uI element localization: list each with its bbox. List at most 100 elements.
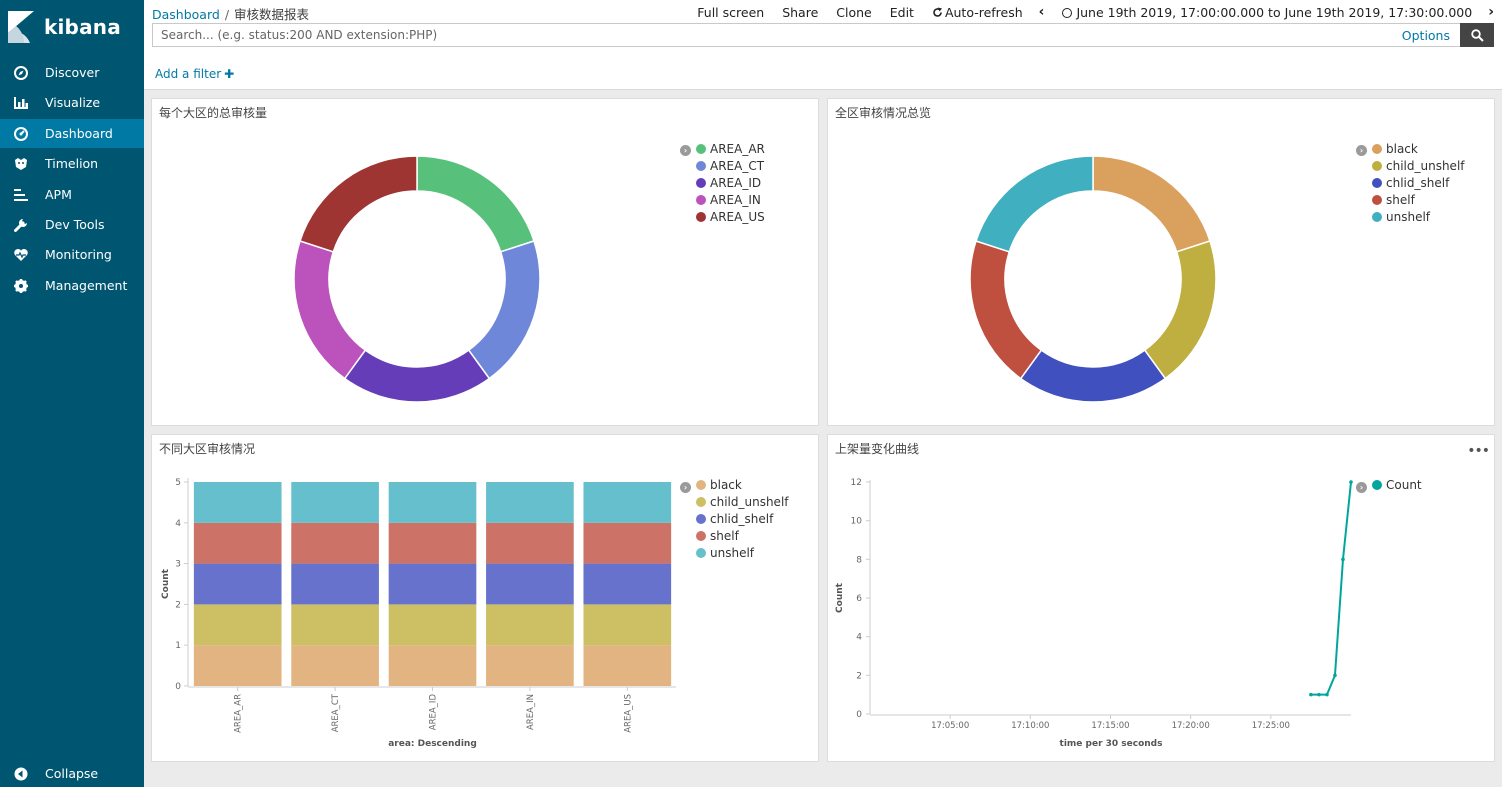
bar-segment-shelf[interactable] xyxy=(193,522,282,564)
legend-item[interactable]: child_unshelf xyxy=(1372,158,1465,175)
donut-slice-shelf[interactable] xyxy=(969,240,1043,380)
bar-segment-unshelf[interactable] xyxy=(583,482,672,523)
clone-button[interactable]: Clone xyxy=(836,4,872,20)
sidebar-item-timelion[interactable]: Timelion xyxy=(0,149,144,178)
bar-segment-child-unshelf[interactable] xyxy=(583,604,672,646)
donut-slice-child-unshelf[interactable] xyxy=(1143,240,1217,380)
legend-item[interactable]: unshelf xyxy=(696,544,789,561)
donut-slice-chlid-shelf[interactable] xyxy=(1019,349,1167,403)
bar-segment-child-unshelf[interactable] xyxy=(388,604,477,646)
donut-slice-area-id[interactable] xyxy=(343,349,491,403)
legend-item[interactable]: AREA_US xyxy=(696,208,765,225)
legend-item[interactable]: AREA_AR xyxy=(696,141,765,158)
legend-item[interactable]: black xyxy=(1372,141,1465,158)
data-point[interactable] xyxy=(1309,692,1313,697)
sidebar-item-visualize[interactable]: Visualize xyxy=(0,88,144,117)
legend-dot-icon xyxy=(696,530,706,541)
legend-item[interactable]: AREA_IN xyxy=(696,191,765,208)
donut-slice-area-us[interactable] xyxy=(299,155,418,253)
legend-dot-icon xyxy=(696,177,706,188)
search-button[interactable] xyxy=(1460,23,1494,47)
sidebar-item-dashboard[interactable]: Dashboard xyxy=(0,119,144,148)
full-screen-button[interactable]: Full screen xyxy=(697,4,765,20)
legend-item[interactable]: shelf xyxy=(696,527,789,544)
bar-segment-chlid-shelf[interactable] xyxy=(193,563,282,605)
data-point[interactable] xyxy=(1349,480,1353,484)
bar-segment-black[interactable] xyxy=(193,645,282,686)
bar-segment-unshelf[interactable] xyxy=(291,482,379,523)
bar-segment-chlid-shelf[interactable] xyxy=(291,563,379,605)
legend-item[interactable]: child_unshelf xyxy=(696,494,789,511)
bar-segment-shelf[interactable] xyxy=(291,522,379,564)
legend-toggle-icon[interactable]: › xyxy=(680,482,691,493)
legend-dot-icon xyxy=(696,480,706,491)
data-point[interactable] xyxy=(1317,692,1321,697)
panel-title: 上架量变化曲线 xyxy=(835,442,920,456)
sidebar-item-monitoring[interactable]: Monitoring xyxy=(0,240,144,269)
sidebar-item-management[interactable]: Management xyxy=(0,271,144,300)
auto-refresh-button[interactable]: Auto-refresh xyxy=(932,5,1023,20)
time-picker-button[interactable]: June 19th 2019, 17:00:00.000 to June 19t… xyxy=(1062,5,1472,20)
data-point[interactable] xyxy=(1325,692,1329,697)
sidebar-item-discover[interactable]: Discover xyxy=(0,58,144,87)
sidebar-item-dev-tools[interactable]: Dev Tools xyxy=(0,210,144,239)
kibana-logo[interactable]: kibana xyxy=(8,10,121,44)
legend-item[interactable]: black xyxy=(696,477,789,494)
legend-label: Count xyxy=(1386,478,1422,493)
donut-slice-black[interactable] xyxy=(1092,155,1211,253)
y-tick-label: 10 xyxy=(851,517,863,527)
bar-segment-shelf[interactable] xyxy=(583,522,672,564)
donut-slice-unshelf[interactable] xyxy=(975,155,1094,253)
legend-toggle-icon[interactable]: › xyxy=(1356,482,1367,493)
legend-toggle-icon[interactable]: › xyxy=(1356,145,1367,156)
edit-button[interactable]: Edit xyxy=(889,4,914,20)
legend-item[interactable]: chlid_shelf xyxy=(696,511,789,528)
legend-toggle-icon[interactable]: › xyxy=(680,145,691,156)
legend-dot-icon xyxy=(1372,161,1382,172)
x-tick-label: 17:15:00 xyxy=(1091,721,1129,731)
sidebar-item-label: Discover xyxy=(45,65,100,80)
panel-menu-icon[interactable]: ••• xyxy=(1467,443,1490,459)
search-input[interactable] xyxy=(152,23,1460,47)
bar-segment-shelf[interactable] xyxy=(388,522,477,564)
legend-item[interactable]: Count xyxy=(1372,477,1422,494)
bar-segment-black[interactable] xyxy=(486,645,574,686)
time-back-chevron-icon[interactable]: ‹ xyxy=(1038,4,1045,20)
legend-item[interactable]: AREA_CT xyxy=(696,158,765,175)
collapse-button[interactable]: Collapse xyxy=(0,759,144,787)
legend-item[interactable]: AREA_ID xyxy=(696,175,765,192)
bar-segment-chlid-shelf[interactable] xyxy=(388,563,477,605)
y-tick-label: 5 xyxy=(175,478,181,488)
bar-segment-child-unshelf[interactable] xyxy=(291,604,379,646)
bar-segment-unshelf[interactable] xyxy=(486,482,574,523)
bar-segment-shelf[interactable] xyxy=(486,522,574,564)
sidebar-item-label: Management xyxy=(45,278,128,293)
data-point[interactable] xyxy=(1341,557,1345,562)
legend: black child_unshelf chlid_shelf shelf unshel… xyxy=(1372,141,1465,225)
share-button[interactable]: Share xyxy=(782,4,819,20)
add-filter-button[interactable]: Add a filter ✚ xyxy=(155,67,234,81)
bar-segment-child-unshelf[interactable] xyxy=(486,604,574,646)
bar-segment-child-unshelf[interactable] xyxy=(193,604,282,646)
options-link[interactable]: Options xyxy=(1401,28,1450,43)
donut-slice-area-in[interactable] xyxy=(293,240,367,380)
sidebar-item-apm[interactable]: APM xyxy=(0,180,144,209)
donut-slice-area-ct[interactable] xyxy=(467,240,541,380)
sidebar-item-label: Dev Tools xyxy=(45,217,105,232)
data-point[interactable] xyxy=(1333,673,1337,678)
x-tick-label: 17:25:00 xyxy=(1252,721,1290,731)
donut-slice-area-ar[interactable] xyxy=(416,155,535,253)
bar-segment-chlid-shelf[interactable] xyxy=(486,563,574,605)
bar-segment-unshelf[interactable] xyxy=(193,482,282,523)
bar-segment-chlid-shelf[interactable] xyxy=(583,563,672,605)
bar-segment-black[interactable] xyxy=(583,645,672,686)
bar-segment-black[interactable] xyxy=(388,645,477,686)
legend-item[interactable]: unshelf xyxy=(1372,208,1465,225)
time-forward-chevron-icon[interactable]: › xyxy=(1488,4,1494,20)
legend-item[interactable]: shelf xyxy=(1372,191,1465,208)
panel-title: 全区审核情况总览 xyxy=(835,106,932,120)
bar-segment-black[interactable] xyxy=(291,645,379,686)
legend-item[interactable]: chlid_shelf xyxy=(1372,175,1465,192)
breadcrumb-dashboard-link[interactable]: Dashboard xyxy=(152,7,220,22)
bar-segment-unshelf[interactable] xyxy=(388,482,477,523)
